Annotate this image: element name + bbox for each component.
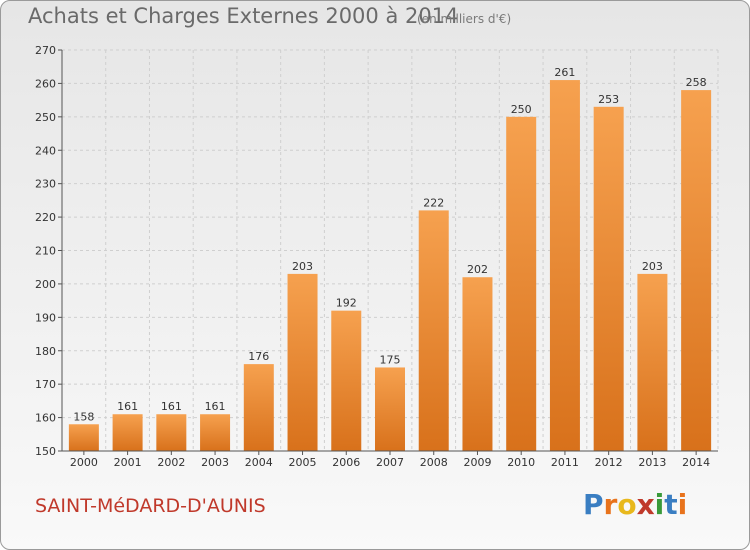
- y-tick-label: 200: [35, 278, 56, 291]
- data-label: 161: [117, 400, 138, 413]
- commune-name: SAINT-MéDARD-D'AUNIS: [35, 495, 266, 517]
- y-tick-label: 240: [35, 144, 56, 157]
- bar: [549, 80, 580, 451]
- y-tick-label: 210: [35, 245, 56, 258]
- bar: [637, 273, 668, 451]
- bar: [156, 414, 187, 451]
- logo-letter: i: [677, 488, 688, 521]
- x-tick-label: 2005: [289, 456, 317, 469]
- logo-letter: t: [664, 488, 678, 521]
- data-label: 203: [642, 260, 663, 273]
- y-tick-label: 170: [35, 378, 56, 391]
- y-tick-label: 270: [35, 44, 56, 57]
- bar: [200, 414, 231, 451]
- y-tick-label: 150: [35, 445, 56, 458]
- bar: [681, 90, 712, 451]
- bar: [68, 424, 99, 451]
- data-label: 250: [511, 103, 532, 116]
- logo-letter: P: [583, 488, 604, 521]
- bar: [462, 277, 493, 451]
- bar: [287, 273, 318, 451]
- x-tick-label: 2001: [114, 456, 142, 469]
- bar: [375, 367, 405, 451]
- data-label: 161: [205, 400, 226, 413]
- x-tick-label: 2006: [332, 456, 360, 469]
- y-tick-label: 220: [35, 211, 56, 224]
- data-label: 192: [336, 297, 357, 310]
- x-tick-label: 2004: [245, 456, 273, 469]
- y-tick-label: 250: [35, 111, 56, 124]
- data-label: 222: [423, 196, 444, 209]
- data-label: 258: [686, 76, 707, 89]
- data-label: 175: [380, 353, 401, 366]
- logo-letter: x: [636, 488, 655, 521]
- logo-letter: r: [603, 488, 618, 521]
- bar: [243, 364, 274, 451]
- data-label: 203: [292, 260, 313, 273]
- y-tick-label: 160: [35, 412, 56, 425]
- data-label: 158: [73, 410, 94, 423]
- x-tick-label: 2007: [376, 456, 404, 469]
- x-tick-label: 2009: [463, 456, 491, 469]
- y-tick-label: 180: [35, 345, 56, 358]
- x-tick-label: 2008: [420, 456, 448, 469]
- chart-title: Achats et Charges Externes 2000 à 2014: [28, 4, 459, 28]
- data-label: 161: [161, 400, 182, 413]
- x-tick-label: 2013: [638, 456, 666, 469]
- x-tick-label: 2002: [157, 456, 185, 469]
- data-label: 261: [554, 66, 575, 79]
- y-tick-label: 260: [35, 77, 56, 90]
- chart-subtitle: (en milliers d'€): [417, 12, 512, 26]
- x-tick-label: 2010: [507, 456, 535, 469]
- data-label: 202: [467, 263, 488, 276]
- x-tick-label: 2003: [201, 456, 229, 469]
- y-tick-label: 190: [35, 311, 56, 324]
- x-tick-label: 2011: [551, 456, 579, 469]
- y-tick-label: 230: [35, 178, 56, 191]
- bar: [112, 414, 143, 451]
- bar: [418, 210, 449, 451]
- data-label: 176: [248, 350, 269, 363]
- bar: [506, 116, 537, 451]
- x-tick-label: 2014: [682, 456, 710, 469]
- logo-letter: i: [654, 488, 665, 521]
- bar: [593, 106, 624, 451]
- logo-letter: o: [617, 488, 637, 521]
- x-tick-label: 2000: [70, 456, 98, 469]
- x-tick-label: 2012: [595, 456, 623, 469]
- data-label: 253: [598, 93, 619, 106]
- proxiti-logo: Proxiti: [583, 488, 687, 521]
- bar: [331, 310, 362, 451]
